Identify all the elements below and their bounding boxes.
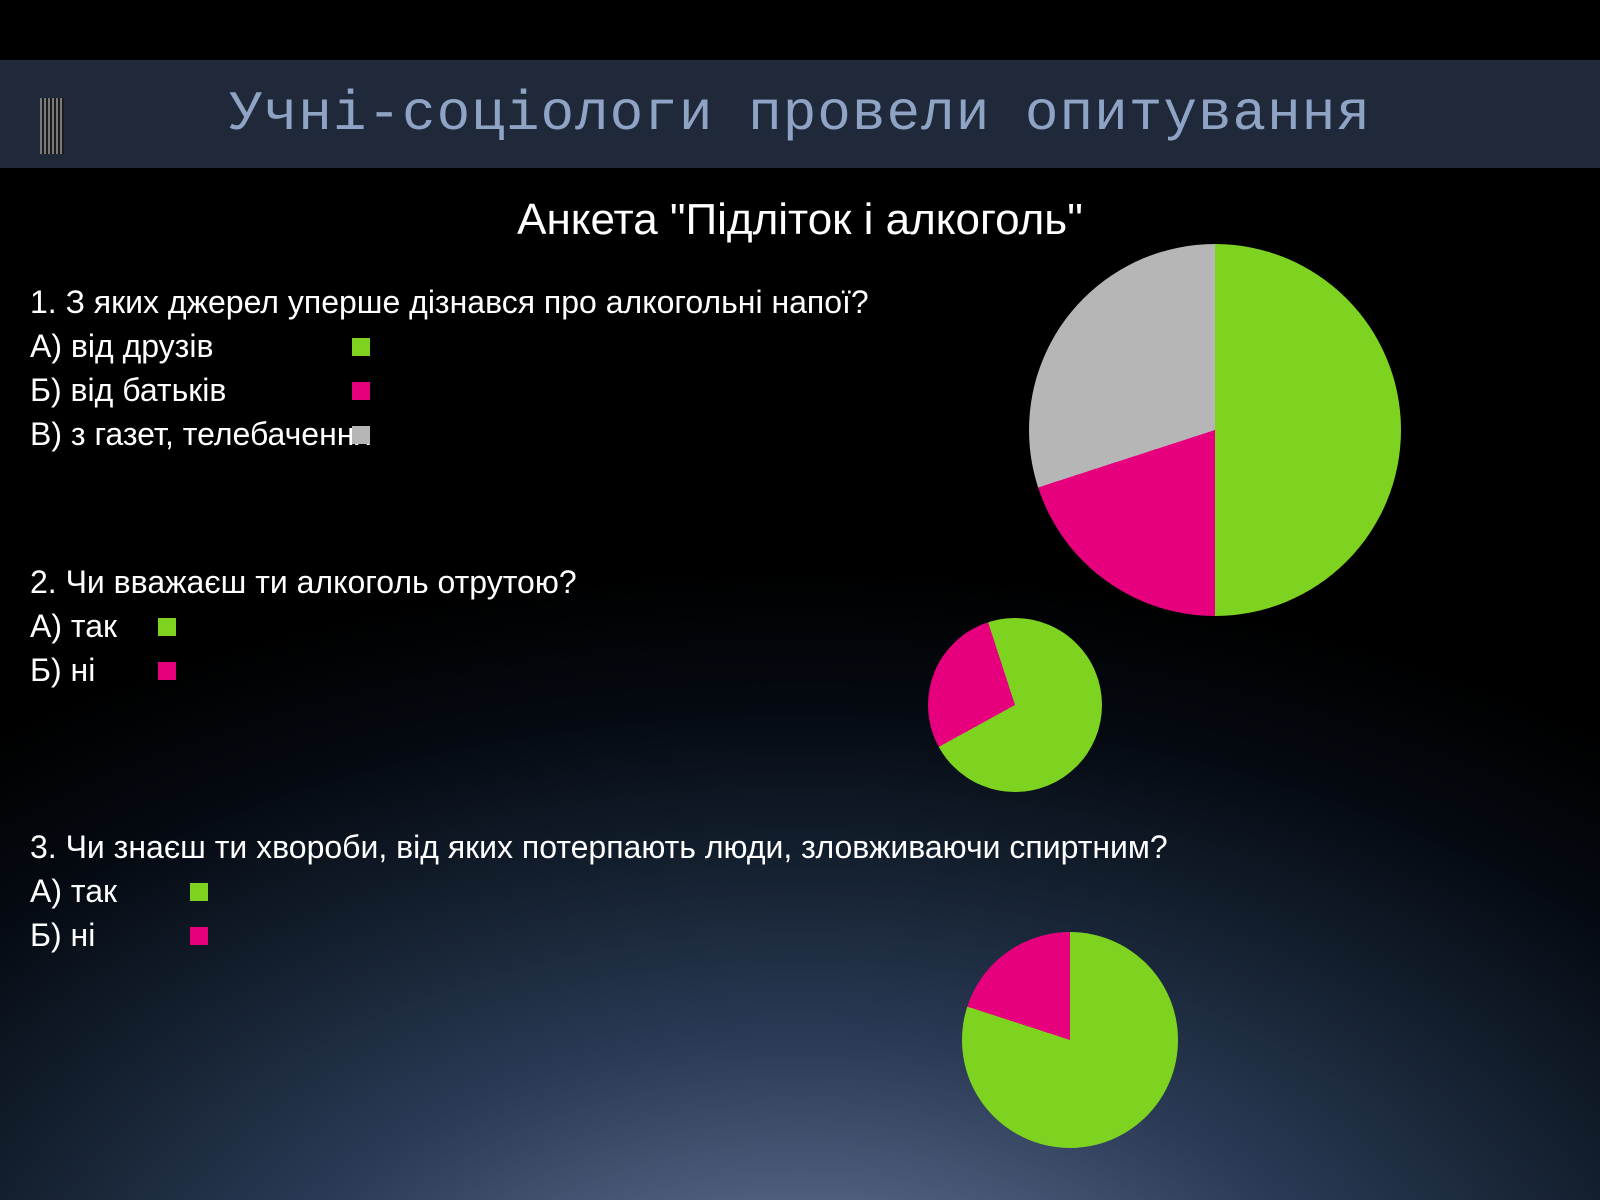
question-2-option-a: А) так bbox=[30, 604, 577, 648]
question-2: 2. Чи вважаєш ти алкоголь отрутою? А) та… bbox=[30, 560, 577, 692]
slide-title: Учні-соціологи провели опитування bbox=[0, 60, 1600, 168]
question-1-option-c: В) з газет, телебачення bbox=[30, 412, 869, 456]
option-label: Б) ні bbox=[30, 652, 95, 688]
question-1-option-b: Б) від батьків bbox=[30, 368, 869, 412]
pie-chart-q1 bbox=[1029, 244, 1401, 616]
option-label: А) так bbox=[30, 608, 117, 644]
slide: Учні-соціологи провели опитування Анкета… bbox=[0, 0, 1600, 1200]
question-2-option-b: Б) ні bbox=[30, 648, 577, 692]
legend-swatch-pink bbox=[352, 382, 370, 400]
question-3-option-b: Б) ні bbox=[30, 913, 1168, 957]
option-label: Б) від батьків bbox=[30, 372, 226, 408]
question-3: 3. Чи знаєш ти хвороби, від яких потерпа… bbox=[30, 825, 1168, 957]
question-2-text: 2. Чи вважаєш ти алкоголь отрутою? bbox=[30, 560, 577, 604]
legend-swatch-gray bbox=[352, 426, 370, 444]
legend-swatch-green bbox=[352, 338, 370, 356]
option-label: В) з газет, телебачення bbox=[30, 416, 372, 452]
option-label: А) так bbox=[30, 873, 117, 909]
legend-swatch-pink bbox=[158, 662, 176, 680]
option-label: А) від друзів bbox=[30, 328, 213, 364]
legend-swatch-green bbox=[158, 618, 176, 636]
legend-swatch-pink bbox=[190, 927, 208, 945]
question-1-option-a: А) від друзів bbox=[30, 324, 869, 368]
question-1-text: 1. З яких джерел уперше дізнався про алк… bbox=[30, 280, 869, 324]
option-label: Б) ні bbox=[30, 917, 95, 953]
slide-subtitle: Анкета "Підліток і алкоголь" bbox=[0, 195, 1600, 245]
question-3-text: 3. Чи знаєш ти хвороби, від яких потерпа… bbox=[30, 825, 1168, 869]
pie-chart-q3 bbox=[962, 932, 1178, 1148]
question-3-option-a: А) так bbox=[30, 869, 1168, 913]
legend-swatch-green bbox=[190, 883, 208, 901]
pie-chart-q2 bbox=[928, 618, 1102, 792]
question-1: 1. З яких джерел уперше дізнався про алк… bbox=[30, 280, 869, 456]
